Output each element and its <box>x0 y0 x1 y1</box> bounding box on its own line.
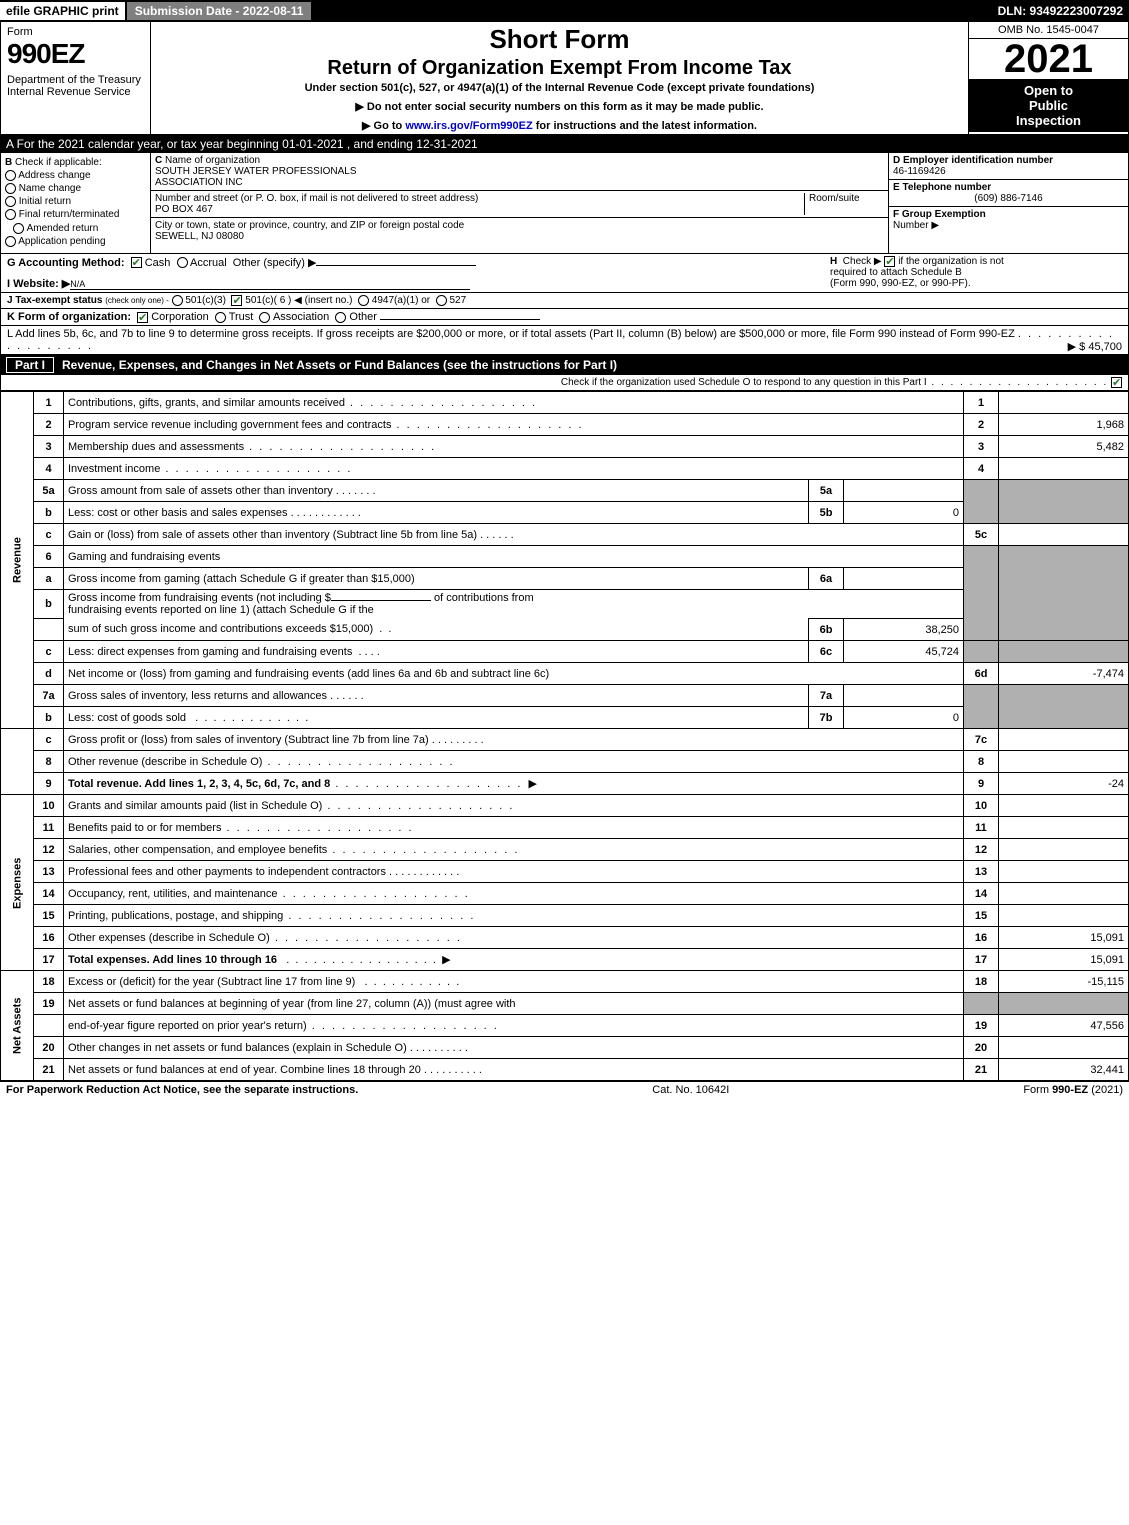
checkbox-cash[interactable] <box>131 257 142 268</box>
checkbox-corporation[interactable] <box>137 312 148 323</box>
irs-link[interactable]: www.irs.gov/Form990EZ <box>405 120 532 132</box>
part-i-sub: Check if the organization used Schedule … <box>0 375 1129 391</box>
footer: For Paperwork Reduction Act Notice, see … <box>0 1081 1129 1098</box>
section-revenue: Revenue <box>1 392 34 729</box>
checkbox-527[interactable] <box>436 295 447 306</box>
gross-receipts: ▶ $ 45,700 <box>1068 340 1122 353</box>
title-return: Return of Organization Exempt From Incom… <box>157 57 962 80</box>
checkbox-h[interactable] <box>884 256 895 267</box>
section-net-assets: Net Assets <box>1 971 34 1081</box>
header-right: OMB No. 1545-0047 2021 Open to Public In… <box>968 22 1128 134</box>
checkbox-address-change[interactable] <box>5 170 16 181</box>
tax-year: 2021 <box>969 39 1128 79</box>
col-c: C Name of organization SOUTH JERSEY WATE… <box>151 153 888 253</box>
address: PO BOX 467 <box>155 204 213 215</box>
checkbox-name-change[interactable] <box>5 183 16 194</box>
row-a: A For the 2021 calendar year, or tax yea… <box>0 135 1129 153</box>
form-word: Form <box>7 26 144 38</box>
checkbox-accrual[interactable] <box>177 257 188 268</box>
checkbox-amended-return[interactable] <box>13 223 24 234</box>
checkbox-application-pending[interactable] <box>5 236 16 247</box>
checkbox-schedule-o[interactable] <box>1111 377 1122 388</box>
top-bar: efile GRAPHIC print Submission Date - 20… <box>0 0 1129 22</box>
row-g-h-i: G Accounting Method: Cash Accrual Other … <box>0 254 1129 293</box>
arrow-note-1: ▶ Do not enter social security numbers o… <box>157 100 962 113</box>
dept-treasury: Department of the Treasury <box>7 74 144 86</box>
form-header: Form 990EZ Department of the Treasury In… <box>0 22 1129 135</box>
submission-date: Submission Date - 2022-08-11 <box>125 0 314 22</box>
checkbox-initial-return[interactable] <box>5 196 16 207</box>
org-name-1: SOUTH JERSEY WATER PROFESSIONALS <box>155 166 357 177</box>
header-left: Form 990EZ Department of the Treasury In… <box>1 22 151 134</box>
title-short-form: Short Form <box>157 24 962 55</box>
header-mid: Short Form Return of Organization Exempt… <box>151 22 968 134</box>
checkbox-trust[interactable] <box>215 312 226 323</box>
inspection-box: Open to Public Inspection <box>969 79 1128 132</box>
org-name-2: ASSOCIATION INC <box>155 177 243 188</box>
footer-left: For Paperwork Reduction Act Notice, see … <box>6 1084 358 1096</box>
subtitle: Under section 501(c), 527, or 4947(a)(1)… <box>157 82 962 94</box>
row-k: K Form of organization: Corporation Trus… <box>0 309 1129 326</box>
col-b: B Check if applicable: Address change Na… <box>1 153 151 253</box>
row-j: J Tax-exempt status (check only one) - 5… <box>0 293 1129 309</box>
checkbox-other-org[interactable] <box>335 312 346 323</box>
efile-label: efile GRAPHIC print <box>0 2 125 20</box>
lines-table: Revenue 1Contributions, gifts, grants, a… <box>0 391 1129 1081</box>
checkbox-association[interactable] <box>259 312 270 323</box>
footer-right: Form 990-EZ (2021) <box>1023 1084 1123 1096</box>
checkbox-501c3[interactable] <box>172 295 183 306</box>
city-state-zip: SEWELL, NJ 08080 <box>155 231 244 242</box>
section-b-c-d-e-f: B Check if applicable: Address change Na… <box>0 153 1129 254</box>
ein: 46-1169426 <box>893 166 946 177</box>
telephone: (609) 886-7146 <box>893 193 1124 204</box>
form-code: 990EZ <box>7 38 144 70</box>
row-l: L Add lines 5b, 6c, and 7b to line 9 to … <box>0 326 1129 355</box>
arrow-note-2: ▶ Go to www.irs.gov/Form990EZ for instru… <box>157 119 962 132</box>
col-d-e-f: D Employer identification number46-11694… <box>888 153 1128 253</box>
checkbox-final-return[interactable] <box>5 209 16 220</box>
section-expenses: Expenses <box>1 795 34 971</box>
footer-mid: Cat. No. 10642I <box>652 1084 729 1096</box>
checkbox-501c[interactable] <box>231 295 242 306</box>
irs-label: Internal Revenue Service <box>7 86 144 98</box>
website: N/A <box>70 279 470 290</box>
checkbox-4947[interactable] <box>358 295 369 306</box>
dln: DLN: 93492223007292 <box>998 4 1129 18</box>
part-i-header: Part I Revenue, Expenses, and Changes in… <box>0 355 1129 375</box>
